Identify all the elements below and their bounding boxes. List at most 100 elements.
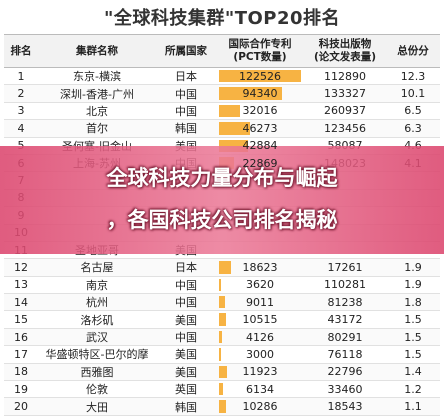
cluster-name-cell: 东京-横滨 <box>38 67 156 86</box>
pct-cell: 10515 <box>216 310 304 329</box>
pct-bar <box>219 87 283 100</box>
pct-value: 10286 <box>242 400 278 414</box>
pct-value: 94340 <box>242 87 278 101</box>
publications-cell: 123456 <box>304 119 386 138</box>
score-cell: 10.1 <box>386 84 440 103</box>
table-row: 14 杭州 中国 9011 81238 1.8 <box>4 293 440 312</box>
country-cell: 韩国 <box>156 397 216 416</box>
pct-bar <box>219 348 221 361</box>
cluster-name-cell: 北京 <box>38 102 156 121</box>
rank-cell: 18 <box>4 363 38 382</box>
pct-bar <box>219 400 226 413</box>
table-row: 4 首尔 韩国 46273 123456 6.3 <box>4 119 440 138</box>
cluster-name-cell: 洛杉矶 <box>38 310 156 329</box>
country-cell: 中国 <box>156 276 216 295</box>
table-row: 19 伦敦 英国 6134 33460 1.2 <box>4 380 440 399</box>
score-cell: 6.3 <box>386 119 440 138</box>
overlay-banner <box>0 146 444 254</box>
table-row: 1 东京-横滨 日本 122526 112890 12.3 <box>4 67 440 86</box>
header-score: 总份分 <box>386 34 440 68</box>
cluster-name-cell: 武汉 <box>38 328 156 347</box>
table-row: 16 武汉 中国 4126 80291 1.5 <box>4 328 440 347</box>
pct-cell: 6134 <box>216 380 304 399</box>
pct-value: 10515 <box>242 313 278 327</box>
publications-cell: 112890 <box>304 67 386 86</box>
table-row: 3 北京 中国 32016 260937 6.5 <box>4 102 440 121</box>
pct-cell: 11923 <box>216 363 304 382</box>
table-row: 2 深圳-香港-广州 中国 94340 133327 10.1 <box>4 84 440 103</box>
country-cell: 韩国 <box>156 119 216 138</box>
pct-bar <box>219 261 232 274</box>
pct-value: 22869 <box>242 156 278 170</box>
score-cell: 12.3 <box>386 67 440 86</box>
publications-cell: 43172 <box>304 310 386 329</box>
pct-cell: 122526 <box>216 67 304 86</box>
table-row: 17 华盛顿特区-巴尔的摩 美国 3000 76118 1.5 <box>4 345 440 364</box>
table-header-row: 排名 集群名称 所属国家 国际合作专利 (PCT数量) 科技出版物 (论文发表量… <box>4 34 440 68</box>
country-cell: 中国 <box>156 84 216 103</box>
pct-value: 11923 <box>242 365 278 379</box>
header-cluster-name: 集群名称 <box>38 34 156 68</box>
publications-cell: 110281 <box>304 276 386 295</box>
pct-bar <box>219 365 227 379</box>
pct-bar <box>219 383 224 396</box>
publications-cell: 22796 <box>304 363 386 382</box>
pct-value: 42884 <box>242 139 278 153</box>
pct-cell: 10286 <box>216 397 304 416</box>
rank-cell: 15 <box>4 310 38 329</box>
cluster-name-cell: 深圳-香港-广州 <box>38 84 156 103</box>
country-cell: 日本 <box>156 258 216 277</box>
pct-cell: 32016 <box>216 102 304 121</box>
cluster-name-cell: 伦敦 <box>38 380 156 399</box>
cluster-name-cell: 华盛顿特区-巴尔的摩 <box>38 345 156 364</box>
table-row: 12 名古屋 日本 18623 17261 1.9 <box>4 258 440 277</box>
country-cell: 美国 <box>156 363 216 382</box>
rank-cell: 1 <box>4 67 38 86</box>
table-row: 18 西雅图 美国 11923 22796 1.4 <box>4 363 440 382</box>
country-cell: 中国 <box>156 102 216 121</box>
cluster-name-cell: 杭州 <box>38 293 156 312</box>
page-title: "全球科技集群"TOP20排名 <box>103 8 341 29</box>
cluster-name-cell: 西雅图 <box>38 363 156 382</box>
publications-cell: 17261 <box>304 258 386 277</box>
pct-value: 46273 <box>242 121 278 135</box>
rank-cell: 13 <box>4 276 38 295</box>
cluster-name-cell: 南京 <box>38 276 156 295</box>
pct-cell: 3000 <box>216 345 304 364</box>
table-row: 20 大田 韩国 10286 18543 1.1 <box>4 397 440 416</box>
pct-bar <box>219 313 227 326</box>
pct-cell: 4126 <box>216 328 304 347</box>
pct-bar <box>219 278 222 292</box>
pct-value: 32016 <box>242 104 278 118</box>
pct-cell: 3620 <box>216 276 304 295</box>
pct-bar <box>219 70 301 83</box>
publications-cell: 18543 <box>304 397 386 416</box>
score-cell: 1.9 <box>386 276 440 295</box>
score-cell: 1.5 <box>386 310 440 329</box>
score-cell: 1.8 <box>386 293 440 312</box>
pct-bar <box>219 330 222 344</box>
score-cell: 1.5 <box>386 345 440 364</box>
score-cell: 1.2 <box>386 380 440 399</box>
rank-cell: 3 <box>4 102 38 121</box>
publications-cell: 33460 <box>304 380 386 399</box>
pct-cell: 9011 <box>216 293 304 312</box>
publications-cell: 80291 <box>304 328 386 347</box>
pct-value: 9011 <box>246 295 274 309</box>
rank-cell: 16 <box>4 328 38 347</box>
pct-value: 6134 <box>246 382 274 396</box>
header-pct: 国际合作专利 (PCT数量) <box>216 34 304 68</box>
ranking-image: "全球科技集群"TOP20排名 排名 集群名称 所属国家 国际合作专利 (PCT… <box>0 8 444 416</box>
cluster-name-cell: 大田 <box>38 397 156 416</box>
pct-value: 18623 <box>242 260 278 274</box>
pct-cell: 94340 <box>216 84 304 103</box>
pct-bar <box>219 122 250 135</box>
country-cell: 美国 <box>156 310 216 329</box>
header-country: 所属国家 <box>156 34 216 68</box>
banner-line-1: 全球科技力量分布与崛起 <box>106 166 338 190</box>
pct-cell: 18623 <box>216 258 304 277</box>
rank-cell: 20 <box>4 397 38 416</box>
pct-value: 4126 <box>246 330 274 344</box>
score-cell: 1.4 <box>386 363 440 382</box>
header-rank: 排名 <box>4 34 38 68</box>
